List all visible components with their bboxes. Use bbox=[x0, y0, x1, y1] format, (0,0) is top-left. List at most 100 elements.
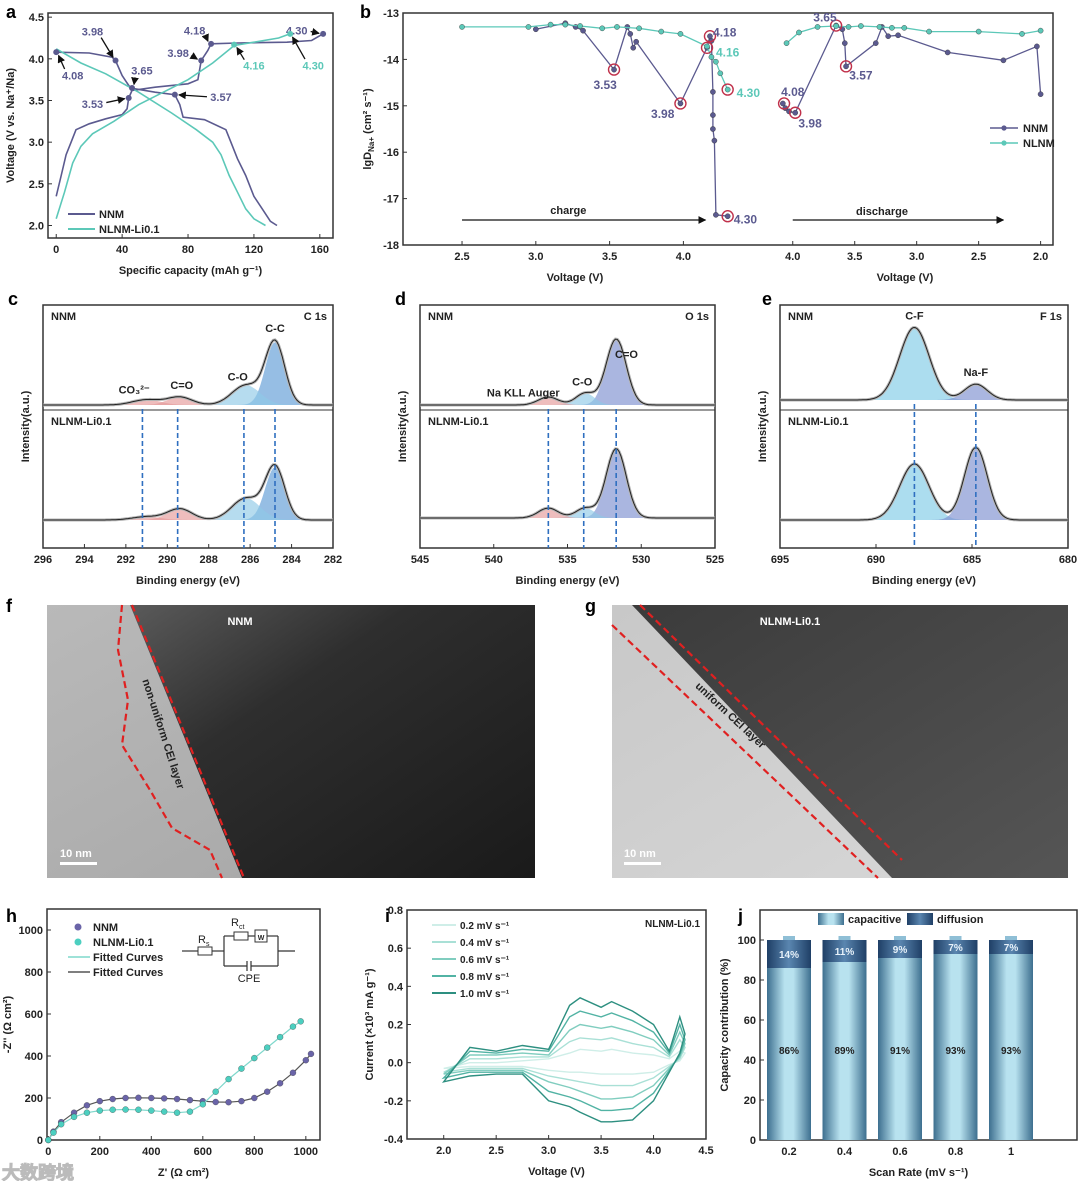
annotated-point bbox=[112, 57, 119, 64]
plot-frame bbox=[406, 909, 707, 1140]
legend-label: Fitted Curves bbox=[93, 952, 163, 964]
y-tick-label: -14 bbox=[383, 54, 400, 66]
y-tick-label: 2.5 bbox=[29, 179, 44, 191]
annotation-label: 3.98 bbox=[167, 48, 188, 60]
x-tick-label: 3.0 bbox=[909, 251, 924, 263]
y-tick-label: 3.5 bbox=[29, 96, 44, 108]
annotated-point bbox=[198, 57, 205, 64]
nnm-data-point bbox=[895, 32, 901, 39]
fitted-envelope bbox=[420, 448, 715, 519]
fitted-envelope bbox=[43, 339, 333, 406]
x-tick-label: 4.0 bbox=[785, 251, 800, 263]
raw-spectrum bbox=[420, 447, 715, 520]
c-o-component-peak bbox=[43, 397, 333, 405]
annotation-label: 3.65 bbox=[813, 11, 837, 25]
nlnm-data-point bbox=[1019, 31, 1025, 37]
x-tick-label: 3.0 bbox=[541, 1145, 556, 1157]
annotation-label: 4.08 bbox=[62, 71, 83, 83]
nnm-data-point bbox=[289, 1069, 297, 1076]
legend-label: 0.2 mV s⁻¹ bbox=[460, 921, 510, 932]
y-label-subscript: Na+ bbox=[367, 137, 376, 152]
plot-frame bbox=[42, 304, 334, 549]
nlnm-li0-1-data-point bbox=[45, 1136, 52, 1144]
annotation-arrow bbox=[201, 33, 209, 43]
nlnm-data-point bbox=[975, 28, 982, 35]
annotation-label: 3.98 bbox=[651, 107, 675, 121]
annotated-point bbox=[231, 41, 238, 48]
y-axis-label: lgDNa+ (cm² s⁻¹) bbox=[362, 88, 376, 170]
x-tick-label: 3.0 bbox=[528, 251, 543, 263]
x-tick-label: 4.0 bbox=[676, 251, 691, 263]
y-tick-label: 4.5 bbox=[29, 12, 44, 24]
y-tick-label: 3.0 bbox=[29, 137, 44, 149]
c-f-component-peak bbox=[780, 327, 1068, 400]
nnm-data-point bbox=[251, 1094, 258, 1102]
highlight-ring bbox=[700, 41, 714, 54]
y-tick-label: 4.0 bbox=[29, 54, 44, 66]
x-tick-label: 286 bbox=[241, 554, 259, 566]
peak-label: C-F bbox=[905, 310, 924, 322]
nnm-data-point bbox=[633, 38, 639, 45]
y-tick-label: 0.6 bbox=[388, 943, 403, 955]
nlnm-data-point bbox=[796, 29, 802, 36]
y-axis-label: Intensity(a.u.) bbox=[397, 390, 409, 462]
nnm-data-point bbox=[225, 1099, 232, 1106]
nnm-data-point bbox=[944, 49, 951, 56]
y-tick-label: 2.0 bbox=[29, 221, 44, 233]
highlight-ring bbox=[703, 30, 717, 43]
c-c-component-peak bbox=[43, 342, 333, 405]
peak-label: Na-F bbox=[964, 367, 989, 379]
y-tick-label: 20 bbox=[744, 1095, 756, 1107]
nlnm-data-point bbox=[724, 86, 731, 93]
cpe-label: CPE bbox=[238, 973, 261, 985]
cv-curve-0-4-mv-s- bbox=[443, 1037, 686, 1087]
nnm-data-point bbox=[724, 213, 731, 220]
nlnm-data-point bbox=[1037, 27, 1044, 34]
nlnm-data-point bbox=[577, 23, 583, 29]
nnm-data-point bbox=[611, 66, 617, 73]
nnm-data-point bbox=[122, 1094, 129, 1102]
annotation-label: 4.30 bbox=[303, 61, 324, 73]
y-tick-label: 100 bbox=[738, 935, 756, 947]
y-tick-label: -17 bbox=[383, 194, 399, 206]
nnm-data-point bbox=[302, 1057, 309, 1064]
x-tick-label: 695 bbox=[771, 554, 789, 566]
nlnm-data-point bbox=[547, 21, 554, 28]
cei-outer-boundary bbox=[116, 604, 224, 879]
sample-label: NLNM-Li0.1 bbox=[760, 616, 821, 628]
x-tick-label: 2.0 bbox=[436, 1145, 451, 1157]
annotation-label: 3.98 bbox=[798, 116, 822, 130]
annotation-label: 4.16 bbox=[716, 45, 740, 59]
nlnm-li0-1-fitted-curve bbox=[47, 1020, 302, 1141]
nlnm-li0-1-data-point bbox=[264, 1044, 271, 1051]
x-tick-label: 2.5 bbox=[489, 1145, 504, 1157]
y-tick-label: 80 bbox=[744, 975, 756, 987]
diffusion-bar bbox=[878, 940, 922, 958]
nnm-data-point bbox=[173, 1095, 181, 1103]
scale-bar-label: 10 nm bbox=[60, 848, 92, 860]
nnm-data-point bbox=[1034, 43, 1040, 50]
annotation-label: 4.08 bbox=[781, 85, 805, 99]
x-tick-label: 0.4 bbox=[837, 1146, 853, 1158]
x-tick-label: 0.2 bbox=[781, 1146, 796, 1158]
y-tick-label: -15 bbox=[383, 101, 399, 113]
nlnm-data-point bbox=[901, 25, 908, 31]
nlnm-li0-1-data-point bbox=[173, 1109, 181, 1116]
plot-frame bbox=[402, 12, 1054, 246]
nlnm-li0-1-data-point bbox=[161, 1108, 168, 1115]
annotated-point bbox=[320, 30, 327, 37]
diffusion-bar bbox=[767, 940, 811, 968]
capacitive-bar bbox=[989, 954, 1033, 1140]
nnm-data-point bbox=[186, 1096, 194, 1104]
sample-label: NLNM-Li0.1 bbox=[645, 919, 700, 930]
x-tick-label: 80 bbox=[182, 244, 194, 256]
nlnm-data-point bbox=[562, 21, 569, 28]
y-tick-label: 400 bbox=[25, 1051, 43, 1063]
y-axis-label: Intensity(a.u.) bbox=[20, 390, 32, 462]
cv-curve-1-0-mv-s- bbox=[441, 996, 686, 1123]
x-tick-label: 400 bbox=[142, 1146, 160, 1158]
charge-label: charge bbox=[550, 205, 586, 217]
y-tick-label: 0.4 bbox=[388, 981, 404, 993]
annotation-arrow bbox=[106, 96, 126, 104]
nnm-fitted-curve bbox=[47, 1053, 312, 1141]
